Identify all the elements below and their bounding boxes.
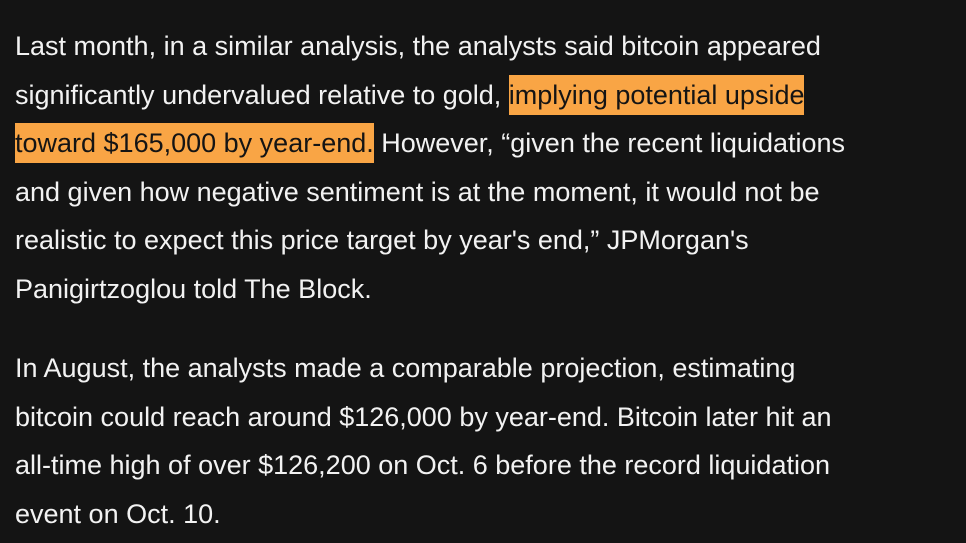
text-line: realistic to expect this price target by…	[15, 216, 966, 265]
text-line: event on Oct. 10.	[15, 490, 966, 539]
highlighted-text: toward $165,000 by year-end.	[15, 123, 374, 163]
text-line: In August, the analysts made a comparabl…	[15, 344, 966, 393]
text: realistic to expect this price target by…	[15, 225, 749, 255]
text: In August, the analysts made a comparabl…	[15, 353, 796, 383]
text: bitcoin could reach around $126,000 by y…	[15, 401, 832, 432]
text: event on Oct. 10.	[15, 498, 221, 529]
paragraph: In August, the analysts made a comparabl…	[15, 344, 966, 538]
text-line: Last month, in a similar analysis, the a…	[15, 22, 966, 71]
text: and given how negative sentiment is at t…	[15, 176, 820, 207]
text-line: bitcoin could reach around $126,000 by y…	[15, 393, 966, 442]
highlighted-text: implying potential upside	[508, 74, 805, 115]
text: all-time high of over $126,200 on Oct. 6…	[15, 450, 830, 480]
text-line: significantly undervalued relative to go…	[15, 71, 966, 120]
text: significantly undervalued relative to go…	[15, 79, 509, 110]
text: Panigirtzoglou told The Block.	[15, 273, 372, 304]
text-line: all-time high of over $126,200 on Oct. 6…	[15, 441, 966, 490]
text: Last month, in a similar analysis, the a…	[15, 31, 821, 61]
text-line: Panigirtzoglou told The Block.	[15, 265, 966, 314]
text-line: toward $165,000 by year-end. However, “g…	[15, 119, 966, 168]
text: However, “given the recent liquidations	[373, 128, 846, 158]
text-line: and given how negative sentiment is at t…	[15, 168, 966, 217]
paragraph: Last month, in a similar analysis, the a…	[15, 22, 966, 313]
